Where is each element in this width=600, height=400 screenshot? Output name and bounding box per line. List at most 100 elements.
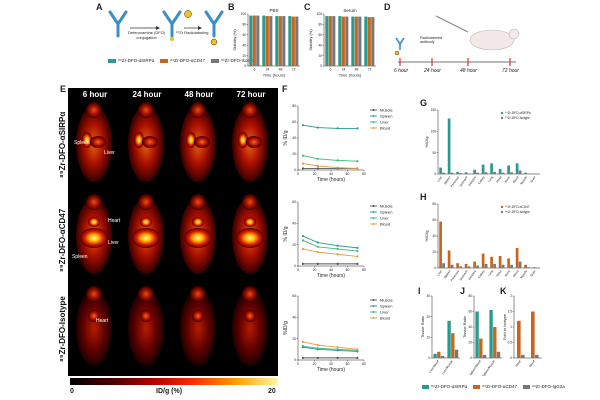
bottom-legend: ⁸⁹Zr-DFO-αSIRPα ⁸⁹Zr-DFO-αCD47 ⁸⁹Zr-DFO-… <box>422 384 565 389</box>
legend-marker <box>372 109 375 111</box>
legend-label: Muscle <box>380 297 393 302</box>
pet-liver-signal <box>80 228 108 248</box>
conjugated-antibody-icon <box>162 10 182 38</box>
bar <box>473 261 476 268</box>
pet-mouse-images <box>76 102 268 366</box>
pet-mouse-body <box>128 290 164 366</box>
panel-letter-k: K <box>500 286 507 296</box>
x-tick-label: Bone <box>504 175 511 183</box>
bar <box>501 172 505 174</box>
y-tick-label: 50 <box>432 151 436 155</box>
organ-label-liver-2: Liver <box>108 240 119 246</box>
bar <box>507 258 510 268</box>
y-tick-label: 40 <box>318 43 322 47</box>
data-point <box>356 249 359 253</box>
x-tick-label: 60 <box>346 268 350 272</box>
panel-letter-g: G <box>420 98 428 108</box>
bar <box>467 266 471 268</box>
data-point <box>336 253 339 256</box>
x-tick-label: 80 <box>362 362 366 366</box>
x-tick-label: 40 <box>329 172 333 176</box>
legend-label: ⁸⁹Zr-DFO-Isotype <box>505 210 530 214</box>
antibody-icon <box>108 10 128 38</box>
bar <box>481 164 485 174</box>
data-point <box>301 239 305 242</box>
y-tick-label: 0 <box>510 356 512 360</box>
data-point <box>316 164 319 168</box>
y-tick-label: 10 <box>426 336 430 340</box>
bar <box>256 15 260 66</box>
pet-spleen-signal <box>134 132 144 148</box>
bar <box>498 168 502 174</box>
bar <box>481 253 485 268</box>
data-point <box>316 245 319 248</box>
y-tick-label: 0 <box>294 358 296 362</box>
y-tick-label: 40 <box>292 222 296 226</box>
data-point <box>336 356 339 359</box>
y-tick-label: 40 <box>468 325 472 329</box>
bar <box>493 171 496 174</box>
y-tick-label: 20 <box>426 315 430 319</box>
data-point <box>336 159 339 162</box>
x-tick-label: 60 <box>346 172 350 176</box>
radioactive-icon <box>184 10 192 18</box>
bar <box>447 250 451 268</box>
bar <box>459 266 462 268</box>
bar <box>275 16 279 66</box>
bar <box>521 354 525 358</box>
y-tick-label: 0 <box>434 172 436 176</box>
pet-col-header-24h: 24 hour <box>132 90 162 99</box>
bar <box>531 311 535 358</box>
data-point <box>301 162 305 165</box>
data-point <box>356 262 359 265</box>
bar <box>456 263 459 268</box>
chart-b-pbs-stability: 0 20 40 60 80 100 6 24 48 72 PBS Time (hours) Stabil… <box>232 8 300 78</box>
y-tick-label: 60 <box>318 33 322 37</box>
bar <box>527 267 530 268</box>
series-line <box>302 235 358 249</box>
x-tick-label: Liver/Blood <box>428 359 440 374</box>
pet-liver-signal <box>132 228 160 248</box>
timepoint-72h: 72 hour <box>502 68 519 74</box>
data-point <box>336 166 339 169</box>
pet-heart-signal <box>140 217 152 227</box>
x-tick-label: Lung <box>487 175 494 183</box>
pet-mouse-body <box>180 290 216 366</box>
x-tick-label: Intestine <box>467 269 477 281</box>
data-point <box>301 247 305 251</box>
legend-item: ⁸⁹Zr-DFO-αCD47 <box>473 384 517 389</box>
x-tick-label: 48 <box>279 68 283 72</box>
colorbar-min: 0 <box>70 388 74 395</box>
organ-label-heart-2: Heart <box>96 318 109 324</box>
legend-label: Spleen <box>380 303 392 308</box>
bar <box>278 16 282 66</box>
y-tick-label: 20 <box>242 54 246 58</box>
timepoint-24h: 24 hour <box>424 68 441 74</box>
data-point <box>316 347 319 350</box>
x-tick-label: Kidney <box>477 269 486 279</box>
row-label-isotype: ⁸⁹Zr-DFO-Isotype <box>58 296 67 362</box>
bar <box>364 16 368 67</box>
bar <box>510 264 513 268</box>
antibody-icon <box>395 37 405 50</box>
data-point <box>356 246 359 249</box>
series-line <box>302 345 358 351</box>
y-tick-label: 80 <box>432 202 436 206</box>
panel-d-timeline <box>394 15 520 66</box>
series-line <box>302 163 358 169</box>
y-tick-label: 0 <box>244 64 246 68</box>
legend-item: ⁸⁹Zr-DFO-Isotype <box>210 58 256 63</box>
panel-letter-j: J <box>460 286 466 296</box>
bar <box>482 354 487 358</box>
series-line <box>302 239 358 252</box>
x-tick-label: Spleen/Muscle <box>481 359 496 376</box>
y-tick-label: 100 <box>431 130 437 134</box>
data-point <box>336 247 339 251</box>
bar <box>493 327 497 358</box>
bar <box>532 267 536 268</box>
bar <box>518 170 522 174</box>
pet-mouse-head <box>86 102 102 118</box>
panel-letter-c: C <box>304 2 311 12</box>
y-tick-label: 80 <box>242 23 246 27</box>
x-tick-label: 80 <box>362 172 366 176</box>
